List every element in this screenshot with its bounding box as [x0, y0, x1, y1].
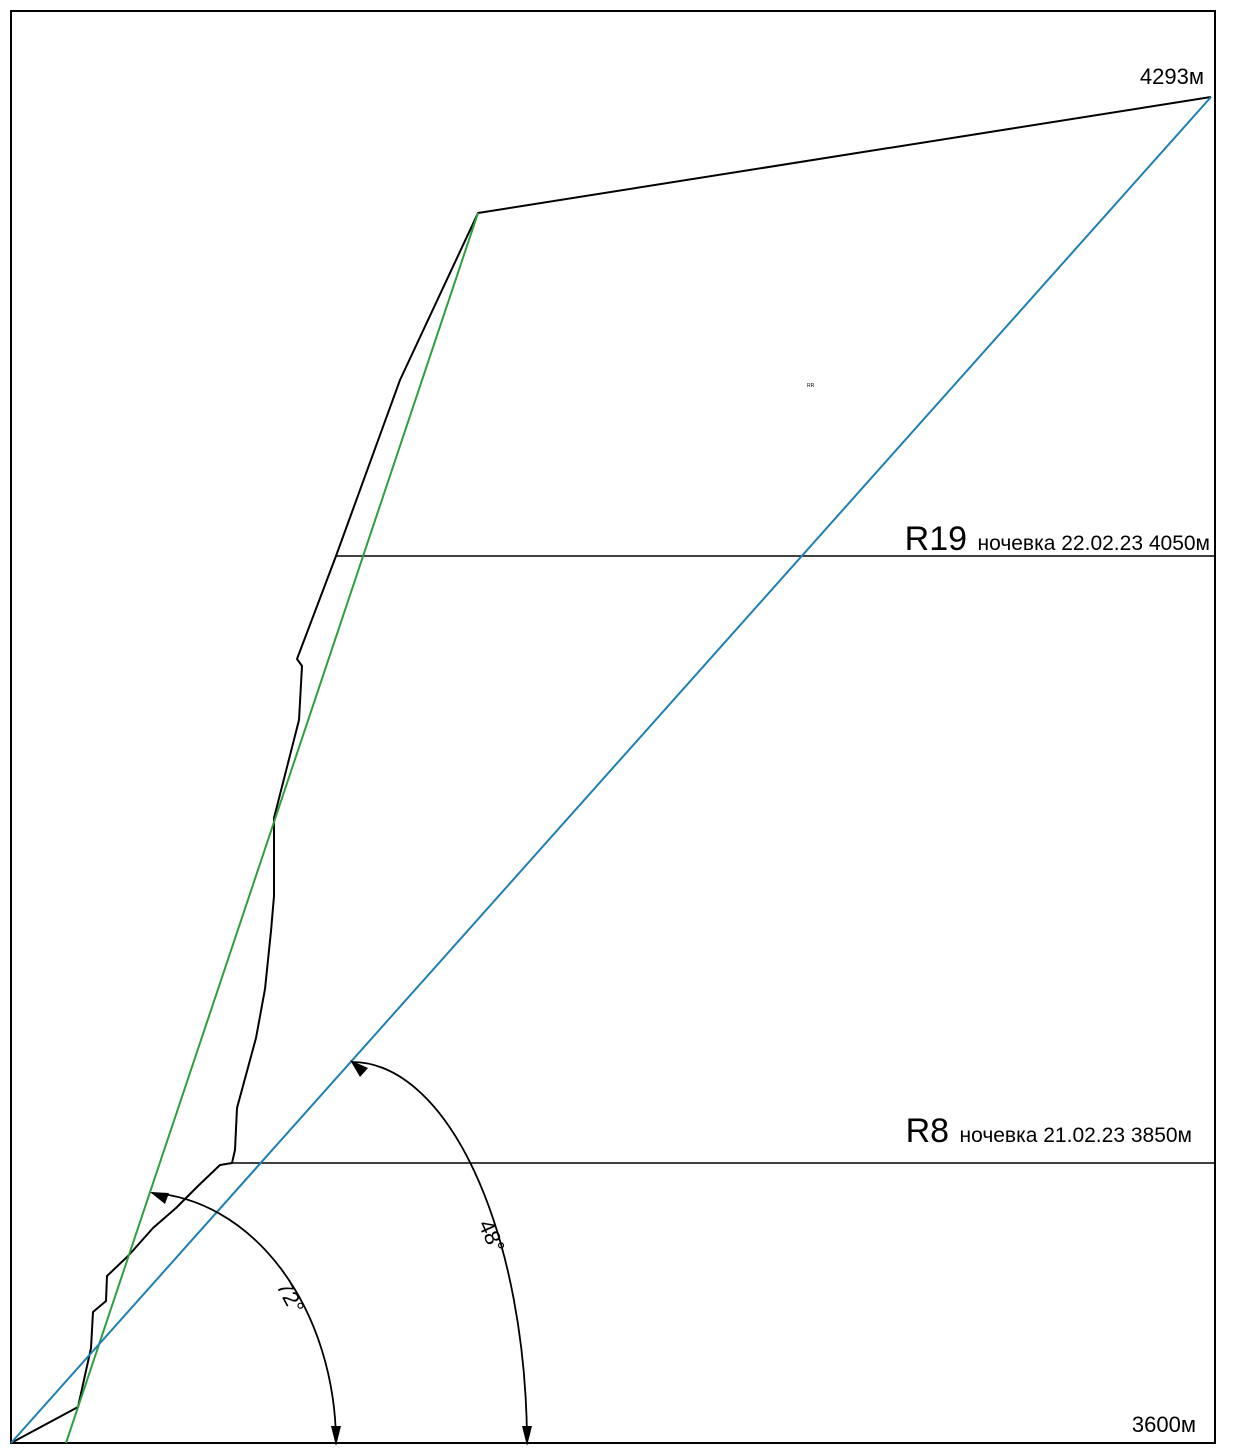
slope-line-steep	[65, 212, 479, 1444]
altitude-bottom-label: 3600м	[1132, 1412, 1196, 1437]
angle-arrow-48-top	[350, 1060, 368, 1077]
altitude-top-label: 4293м	[1140, 64, 1204, 89]
angle-arrow-48-bottom	[522, 1426, 532, 1446]
angle-arrow-72-top	[150, 1192, 169, 1204]
slope-line-average	[10, 96, 1212, 1444]
angle-arc-72	[151, 1192, 337, 1439]
angle-arc-48	[351, 1061, 528, 1439]
camp-note-r19: ночевка 22.02.23 4050м	[978, 532, 1211, 555]
tiny-label: RR	[807, 383, 815, 389]
camp-label-r8: R8 ночевка 21.02.23 3850м	[906, 1112, 1192, 1150]
camp-label-r19: R19 ночевка 22.02.23 4050м	[905, 520, 1210, 558]
camp-note-r8: ночевка 21.02.23 3850м	[960, 1124, 1193, 1147]
frame-border	[10, 10, 1216, 1444]
angle-label-48: 48°	[473, 1216, 509, 1257]
angle-arrow-72-bottom	[331, 1426, 341, 1446]
camp-id-r8: R8	[906, 1112, 949, 1150]
route-profile-line	[10, 96, 1212, 1444]
angle-label-72: 72°	[272, 1277, 310, 1318]
camp-id-r19: R19	[905, 520, 967, 558]
